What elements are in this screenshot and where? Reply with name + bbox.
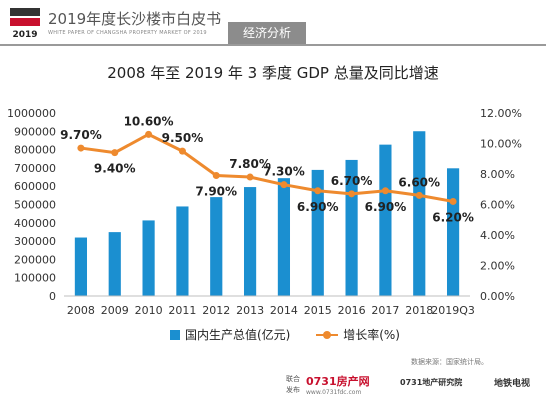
growth-data-label: 9.40% — [94, 162, 136, 176]
x-tick-label: 2010 — [135, 304, 163, 317]
growth-data-label: 9.50% — [162, 131, 204, 145]
growth-point-2017 — [381, 187, 389, 195]
y-left-tick-label: 700000 — [14, 162, 56, 175]
y-left-tick-label: 1000000 — [7, 107, 56, 120]
y-left-tick-label: 500000 — [14, 199, 56, 212]
x-tick-label: 2009 — [101, 304, 129, 317]
legend-label-gdp: 国内生产总值(亿元) — [185, 328, 291, 342]
growth-data-label: 6.60% — [398, 175, 440, 189]
bar-2012 — [210, 197, 223, 296]
y-left-tick-label: 400000 — [14, 217, 56, 230]
legend: 国内生产总值(亿元) 增长率(%) — [170, 326, 422, 343]
growth-point-2018 — [415, 191, 423, 199]
bar-2017 — [379, 144, 392, 296]
bar-2010 — [142, 220, 155, 296]
x-tick-label: 2015 — [304, 304, 332, 317]
x-tick-label: 2018 — [405, 304, 433, 317]
y-left-tick-label: 800000 — [14, 144, 56, 157]
brand-research: 0731地产研究院 — [400, 378, 463, 387]
bar-2018 — [413, 131, 426, 296]
legend-swatch-line — [316, 330, 339, 340]
bar-2013 — [243, 187, 257, 296]
growth-point-2009 — [111, 149, 119, 157]
bar-2019Q3 — [446, 168, 460, 296]
x-tick-label: 2016 — [338, 304, 366, 317]
page-title: 2019年度长沙楼市白皮书 — [48, 10, 222, 28]
growth-line — [80, 132, 454, 203]
x-tick-label: 2012 — [202, 304, 230, 317]
growth-data-label: 7.80% — [229, 157, 271, 171]
growth-point-2014 — [280, 181, 288, 189]
legend-label-growth: 增长率(%) — [343, 328, 400, 342]
section-tag: 经济分析 — [228, 22, 306, 44]
y-left-tick-label: 100000 — [14, 272, 56, 285]
x-tick-label: 2011 — [168, 304, 196, 317]
y-left-tick-label: 0 — [49, 290, 56, 303]
bar-2011 — [176, 206, 189, 296]
brand-logo: 2019 — [10, 8, 40, 40]
bar-2009 — [108, 232, 121, 296]
x-tick-label: 2008 — [67, 304, 95, 317]
growth-data-label: 7.30% — [263, 165, 305, 179]
growth-data-label: 9.70% — [60, 128, 102, 142]
y-right-tick-label: 8.00% — [480, 168, 515, 181]
footer: 联合 发布 0731房产网 www.0731fdc.com 0731地产研究院 … — [0, 368, 546, 403]
growth-point-2010 — [145, 130, 153, 138]
bar-2015 — [311, 169, 324, 296]
x-tick-label: 2013 — [236, 304, 264, 317]
growth-point-2019Q3 — [449, 197, 457, 205]
growth-point-2013 — [246, 173, 254, 181]
y-left-tick-label: 300000 — [14, 235, 56, 248]
x-tick-label: 2017 — [371, 304, 399, 317]
chart-title: 2008 年至 2019 年 3 季度 GDP 总量及同比增速 — [107, 64, 439, 82]
brand-0731fdc-url: www.0731fdc.com — [306, 389, 362, 396]
growth-data-label: 6.70% — [331, 174, 373, 188]
header-rule — [0, 44, 546, 46]
growth-data-label: 6.20% — [432, 210, 474, 224]
x-tick-label: 2014 — [270, 304, 298, 317]
y-right-tick-label: 6.00% — [480, 199, 515, 212]
growth-point-2008 — [77, 144, 85, 152]
footer-label-bottom: 发布 — [286, 386, 300, 394]
y-left-tick-label: 200000 — [14, 253, 56, 266]
page-subtitle: WHITE PAPER OF CHANGSHA PROPERTY MARKET … — [48, 30, 207, 36]
growth-point-2015 — [314, 187, 322, 195]
brand-metro-tv: 地铁电视 — [494, 379, 531, 389]
y-right-tick-label: 12.00% — [480, 107, 522, 120]
brand-0731fdc: 0731房产网 — [306, 375, 370, 388]
y-right-tick-label: 10.00% — [480, 138, 522, 151]
y-left-tick-label: 900000 — [14, 125, 56, 138]
legend-item-gdp: 国内生产总值(亿元) — [170, 326, 290, 343]
legend-item-growth: 增长率(%) — [316, 326, 400, 343]
growth-data-label: 6.90% — [297, 200, 339, 214]
growth-data-label: 10.60% — [124, 114, 174, 128]
growth-point-2011 — [178, 147, 186, 155]
logo-year: 2019 — [12, 30, 37, 40]
y-right-tick-label: 4.00% — [480, 229, 515, 242]
growth-data-label: 7.90% — [195, 185, 237, 199]
y-left-tick-label: 600000 — [14, 180, 56, 193]
growth-point-2016 — [348, 190, 356, 198]
data-source: 数据来源：国家统计局。 — [411, 358, 488, 366]
legend-swatch-bar — [170, 329, 180, 340]
footer-label-top: 联合 — [286, 375, 300, 383]
bar-2014 — [277, 178, 291, 296]
y-right-tick-label: 0.00% — [480, 290, 515, 303]
growth-data-label: 6.90% — [365, 200, 407, 214]
x-tick-label: 2019Q3 — [431, 304, 475, 317]
y-right-tick-label: 2.00% — [480, 260, 515, 273]
bar-2008 — [74, 237, 88, 296]
growth-point-2012 — [212, 172, 220, 180]
header: 2019 2019年度长沙楼市白皮书 WHITE PAPER OF CHANGS… — [0, 0, 546, 50]
